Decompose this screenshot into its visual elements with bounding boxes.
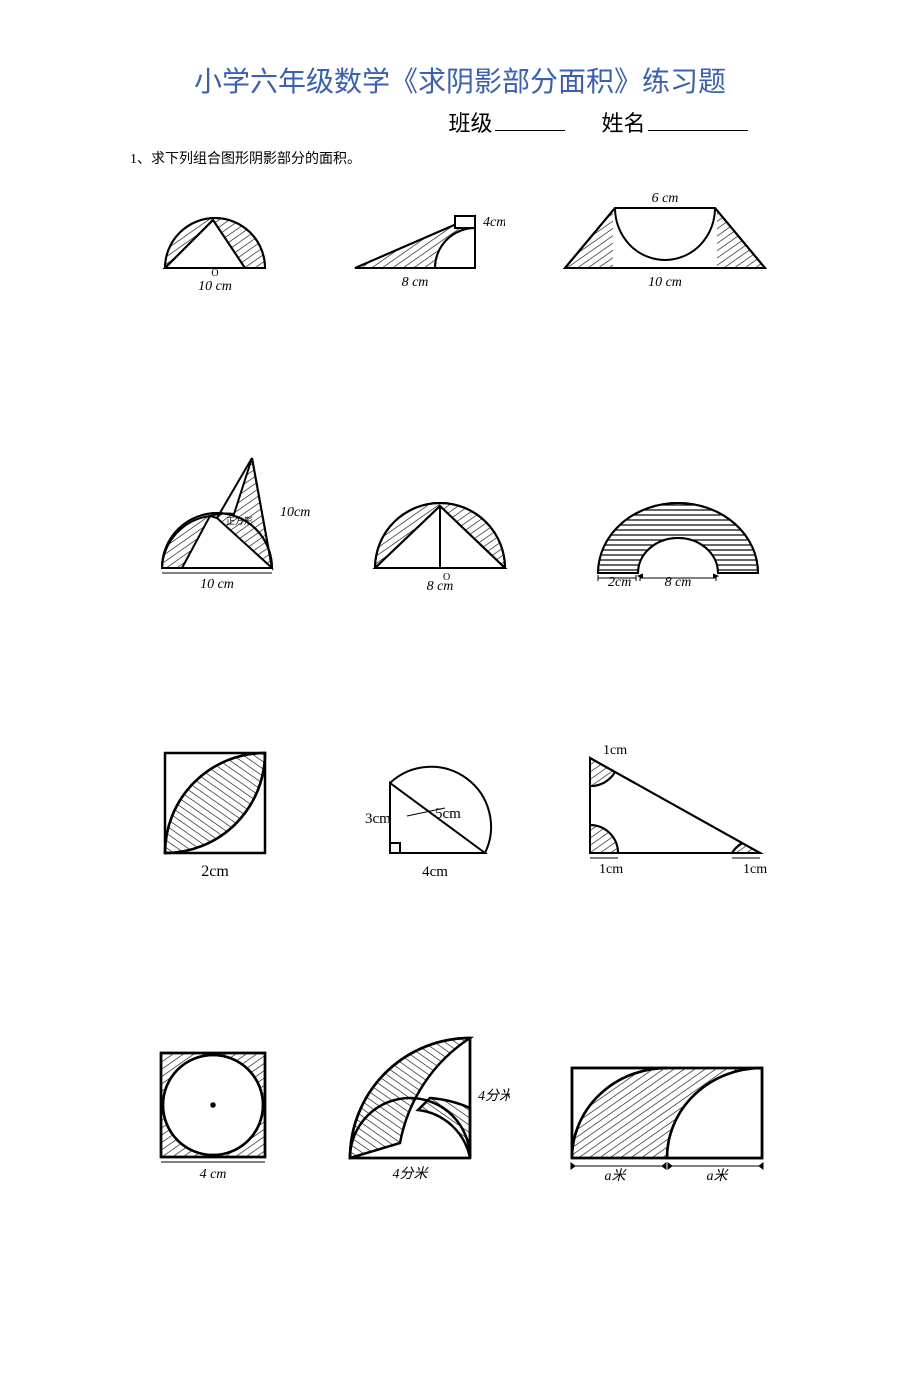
- label-top: 1cm: [603, 743, 627, 758]
- name-blank: [648, 130, 748, 131]
- page-title: 小学六年级数学《求阴影部分面积》练习题: [100, 60, 820, 100]
- label-bottom: 4分米: [392, 1166, 429, 1182]
- figure-6: 2cm 8 cm: [578, 478, 778, 598]
- figure-12: a米 a米: [557, 1048, 777, 1188]
- figure-row-1: O 10 cm 4cm 8 cm: [100, 188, 820, 298]
- label-bottom: 10 cm: [198, 279, 232, 294]
- label-note: 正方形: [226, 515, 253, 526]
- label-bottom: 8 cm: [427, 579, 454, 594]
- figure-5: O 8 cm: [355, 468, 535, 598]
- label-bottom: 8 cm: [402, 275, 429, 290]
- name-label: 姓名: [602, 111, 646, 136]
- label-left: 3cm: [365, 811, 391, 827]
- figure-3: 6 cm 10 cm: [555, 188, 775, 298]
- class-label: 班级: [448, 111, 492, 136]
- label-bottom: 10 cm: [648, 275, 682, 290]
- label-o: O: [211, 268, 218, 279]
- figure-1: O 10 cm: [145, 198, 285, 298]
- label-outer: 2cm: [608, 575, 631, 590]
- figure-9: 1cm 1cm 1cm: [565, 738, 775, 888]
- label-br: 1cm: [743, 862, 767, 877]
- figure-8: 3cm 5cm 4cm: [335, 738, 515, 888]
- figure-11: 4分米 4分米: [330, 1028, 510, 1188]
- figure-4: 正方形 10cm 10 cm: [142, 438, 312, 598]
- label-top: 6 cm: [652, 191, 679, 206]
- figure-7: 2cm: [145, 738, 285, 888]
- figure-10: 4 cm: [143, 1038, 283, 1188]
- label-bottom: 4 cm: [200, 1167, 227, 1182]
- label-bottom: 2cm: [201, 863, 229, 880]
- label-l: a米: [604, 1168, 627, 1184]
- label-hyp: 5cm: [435, 806, 461, 822]
- label-right: 4cm: [483, 215, 505, 230]
- figure-row-2: 正方形 10cm 10 cm O 8 cm: [100, 438, 820, 598]
- class-blank: [495, 130, 565, 131]
- label-right: 10cm: [280, 505, 310, 520]
- question-1: 1、求下列组合图形阴影部分的面积。: [130, 148, 820, 168]
- figure-row-3: 2cm 3cm 5cm 4cm: [100, 738, 820, 888]
- form-line: 班级 姓名: [100, 106, 820, 138]
- figure-row-4: 4 cm 4分米 4分米: [100, 1028, 820, 1188]
- label-inner: 8 cm: [665, 575, 692, 590]
- label-bottom: 4cm: [422, 864, 448, 880]
- label-bottom: 10 cm: [200, 577, 234, 592]
- label-bl: 1cm: [599, 862, 623, 877]
- figure-2: 4cm 8 cm: [335, 198, 505, 298]
- label-r: a米: [706, 1168, 729, 1184]
- label-right: 4分米: [478, 1088, 510, 1104]
